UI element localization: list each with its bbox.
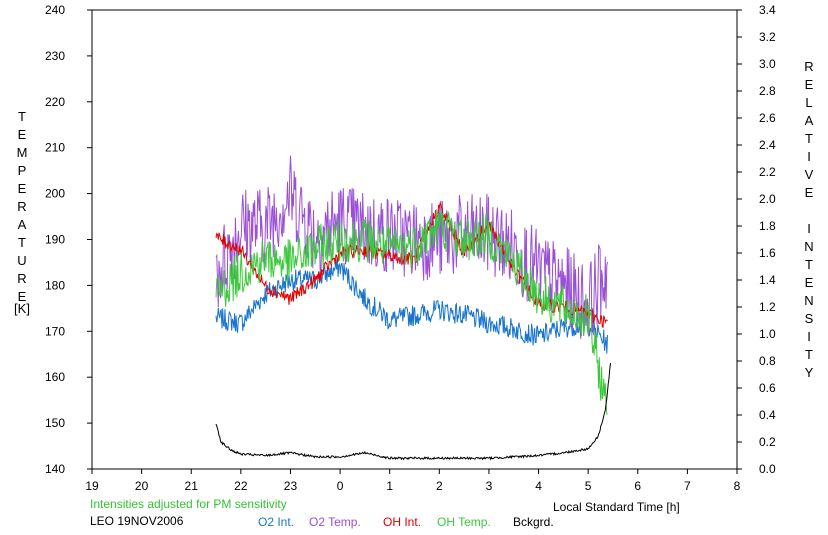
y-right-tick-label: 1.6 <box>759 246 776 260</box>
x-tick-label: 2 <box>436 479 443 493</box>
y-left-tick-label: 140 <box>45 462 65 476</box>
series-line-bckgrd <box>215 362 611 461</box>
legend-group: O2 Int. O2 Temp. OH Int. OH Temp. Bckgrd. <box>258 515 554 529</box>
axis-label-letter: T <box>805 347 813 362</box>
y-left-tick-label: 230 <box>45 49 65 63</box>
axis-label-letter: N <box>804 293 814 308</box>
legend-entry: OH Temp. <box>437 515 491 529</box>
y-right-tick-label: 2.4 <box>759 138 776 152</box>
x-tick-label: 19 <box>85 479 99 493</box>
y-left-tick-label: 210 <box>45 141 65 155</box>
axis-label-letter: N <box>804 239 814 254</box>
y-right-tick-label: 2.6 <box>759 111 776 125</box>
y-right-tick-label: 1.0 <box>759 327 776 341</box>
x-tick-label: 23 <box>284 479 298 493</box>
axis-label-letter: M <box>16 145 28 160</box>
y-right-tick-label: 0.6 <box>759 381 776 395</box>
axis-label-letter: R <box>804 59 814 74</box>
axis-label-letter: I <box>807 329 811 344</box>
axis-label-letter: T <box>805 257 813 272</box>
axis-label-letter: E <box>17 127 27 142</box>
y-left-tick-label: 240 <box>45 3 65 17</box>
x-tick-label: 20 <box>135 479 149 493</box>
series-group <box>215 155 611 461</box>
axis-label-letter: E <box>804 275 814 290</box>
axis-label-letter: E <box>17 181 27 196</box>
axis-label-letter: E <box>804 185 814 200</box>
legend-entry: O2 Temp. <box>309 515 361 529</box>
y-right-tick-label: 1.8 <box>759 219 776 233</box>
axis-label-letter <box>800 204 818 222</box>
axis-label-letter: T <box>18 235 26 250</box>
y-left-tick-label: 160 <box>45 370 65 384</box>
axis-label-letter: U <box>17 253 27 268</box>
station-label: LEO 19NOV2006 <box>90 514 184 528</box>
y-right-tick-label: 0.8 <box>759 354 776 368</box>
series-line-oh-temp <box>215 209 608 415</box>
x-tick-label: 1 <box>386 479 393 493</box>
y-right-tick-label: 0.0 <box>759 462 776 476</box>
axis-label-letter: V <box>804 167 814 182</box>
y-right-tick-label: 3.4 <box>759 3 776 17</box>
y-right-tick-label: 1.4 <box>759 273 776 287</box>
x-axis-title: Local Standard Time [h] <box>553 500 680 514</box>
y-right-tick-label: 2.8 <box>759 84 776 98</box>
axis-label-letter: R <box>17 199 27 214</box>
axis-label-letter: I <box>807 221 811 236</box>
y-right-tick-label: 0.4 <box>759 408 776 422</box>
y-left-tick-label: 180 <box>45 278 65 292</box>
y-right-tick-label: 3.0 <box>759 57 776 71</box>
left-axis-unit: [K] <box>14 301 30 316</box>
y-left-tick-label: 170 <box>45 324 65 338</box>
series-line-o2-int <box>215 257 608 354</box>
axis-label-letter: S <box>804 311 814 326</box>
y-left-tick-label: 150 <box>45 416 65 430</box>
axis-label-letter: E <box>804 77 814 92</box>
axis-label-letter: P <box>17 163 27 178</box>
axis-label-letter: T <box>18 109 26 124</box>
legend-entry: OH Int. <box>383 515 421 529</box>
series-line-o2-temp <box>215 155 608 339</box>
y-left-tick-label: 190 <box>45 233 65 247</box>
axis-label-letter: L <box>805 95 813 110</box>
legend-entry: O2 Int. <box>258 515 294 529</box>
axis-label-letter: A <box>17 217 27 232</box>
axis-label-letter: R <box>17 271 27 286</box>
x-tick-label: 3 <box>486 479 493 493</box>
axis-label-letter: T <box>805 131 813 146</box>
axis-label-letter: I <box>807 149 811 164</box>
x-tick-label: 6 <box>634 479 641 493</box>
x-tick-label: 22 <box>234 479 248 493</box>
y-right-tick-label: 1.2 <box>759 300 776 314</box>
y-left-tick-label: 220 <box>45 95 65 109</box>
y-right-tick-label: 0.2 <box>759 435 776 449</box>
x-tick-label: 4 <box>535 479 542 493</box>
x-tick-label: 7 <box>684 479 691 493</box>
legend-entry: Bckgrd. <box>513 515 554 529</box>
axis-label-letter: E <box>17 289 27 304</box>
x-tick-label: 0 <box>337 479 344 493</box>
y-right-tick-label: 2.2 <box>759 165 776 179</box>
axis-label-letter: Y <box>804 365 814 380</box>
y-left-tick-label: 200 <box>45 187 65 201</box>
axis-label-letter: A <box>804 113 814 128</box>
chart-note: Intensities adjusted for PM sensitivity <box>90 497 287 511</box>
x-tick-label: 8 <box>734 479 741 493</box>
y-right-tick-label: 3.2 <box>759 30 776 44</box>
y-right-tick-label: 2.0 <box>759 192 776 206</box>
series-line-oh-int <box>215 202 608 329</box>
x-tick-label: 5 <box>585 479 592 493</box>
axes-group: 19 20 21 22 23 0 1 2 3 4 5 6 7 8140150160170180190200… <box>45 3 776 493</box>
x-tick-label: 21 <box>185 479 199 493</box>
